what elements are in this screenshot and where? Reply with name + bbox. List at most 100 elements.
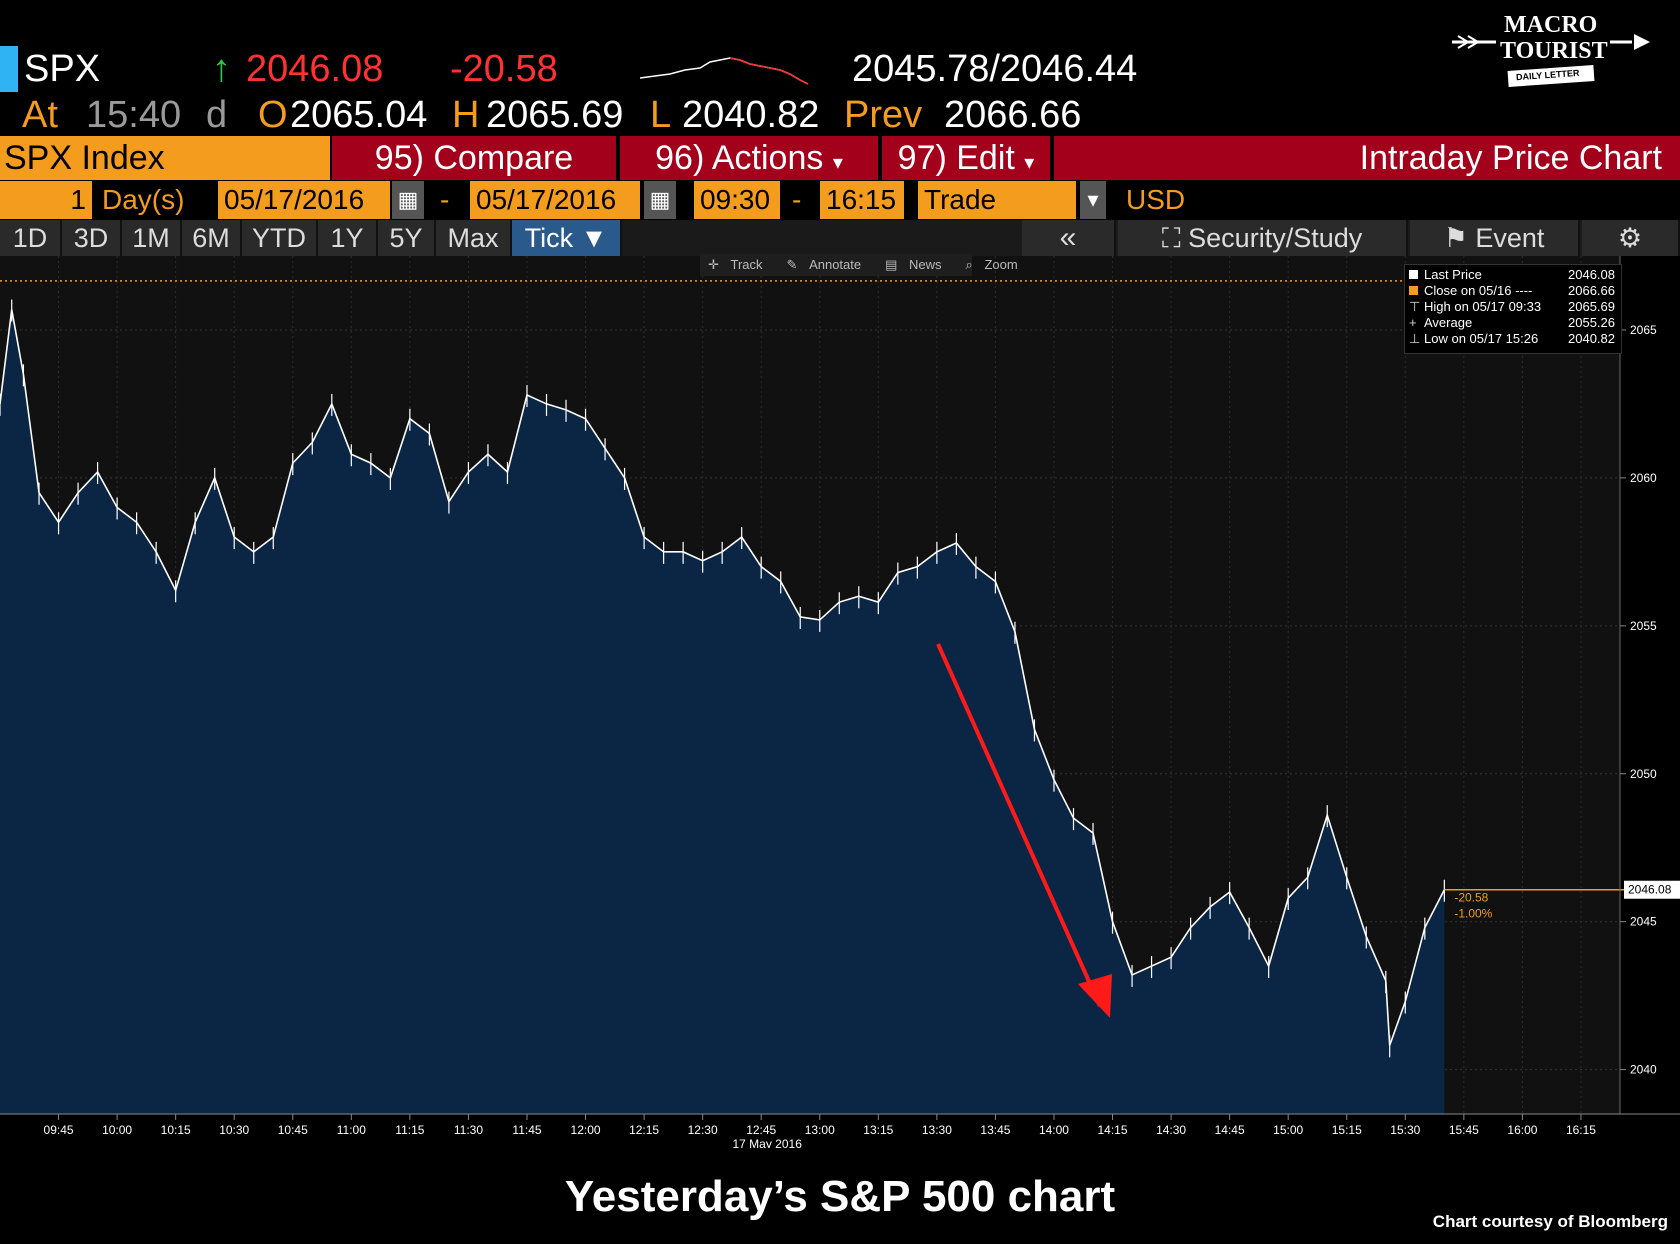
market-select[interactable]: Trade [918,181,1076,219]
y-tick-label: 2060 [1630,471,1657,485]
last-price-label: 2046.08 [1628,883,1672,897]
period-unit-label[interactable]: Day(s) [96,181,200,219]
x-tick-label: 10:45 [278,1123,308,1137]
legend-label: High on 05/17 09:33 [1424,299,1542,314]
security-field[interactable]: SPX Index [0,136,330,180]
x-tick-label: 15:15 [1332,1123,1362,1137]
x-axis: 09:45 10:00 10:15 10:30 10:45 11:00 11:15 11:30… [44,1114,1596,1137]
legend-value: 2040.82 [1568,331,1615,346]
chevron-down-icon[interactable]: ▾ [1080,181,1106,219]
sparkline-icon [640,57,809,85]
open-label: O [258,94,288,136]
legend-row: ⊥ Low on 05/17 15:26 2040.82 [1409,331,1615,347]
back-icon[interactable]: « [1022,220,1116,256]
down-arrow-annotation [936,643,1102,1007]
x-tick-label: 12:15 [629,1123,659,1137]
quote-header-row-2: At 15:40 d O 2065.04 H 2065.69 L 2040.82… [0,92,1680,138]
quote-header-row-1: SPX ↑ 2046.08 -20.58 2045.78/2046.44 [0,46,1680,92]
at-label: At [22,94,58,136]
high-marker-icon: ⊤ [1409,299,1421,314]
change-label: -20.58 [1454,891,1488,905]
x-tick-label: 10:15 [161,1123,191,1137]
date-dash: - [434,181,464,219]
y-tick-label: 2045 [1630,915,1657,929]
flag-icon: ⚑ [1443,223,1476,253]
y-axis: 2040 2045 2050 2055 2060 2065 [1619,256,1680,1114]
legend-label: Low on 05/17 15:26 [1424,331,1539,346]
legend-label: Last Price [1424,267,1482,282]
news-label: News [909,257,942,272]
ticker-marker [0,46,18,92]
compare-button[interactable]: 95) Compare [332,136,616,180]
x-tick-label: 15:00 [1273,1123,1303,1137]
x-tick-label: 13:00 [805,1123,835,1137]
page-title: Intraday Price Chart [1054,136,1680,180]
study-icon: ⛶ [1161,223,1189,253]
arrow-head-icon [1078,974,1112,1018]
x-tick-label: 15:45 [1449,1123,1479,1137]
tab-3d[interactable]: 3D [62,220,122,256]
legend-row: + Average 2055.26 [1409,315,1615,331]
up-arrow-icon: ↑ [212,48,231,90]
tab-ytd[interactable]: YTD [242,220,318,256]
legend-label: Close on 05/16 ---- [1424,283,1533,298]
tab-1y[interactable]: 1Y [318,220,378,256]
chart-legend: Last Price 2046.08 Close on 05/16 ---- 206… [1404,264,1622,354]
x-tick-label: 14:45 [1215,1123,1245,1137]
calendar-icon[interactable]: ▦ [392,181,424,219]
x-tick-label: 16:00 [1507,1123,1537,1137]
last-price-box [1624,880,1680,899]
last-price: 2046.08 [246,48,384,90]
prev-label: Prev [844,94,923,136]
zoom-button[interactable]: ⌕ Zoom [958,257,1034,273]
net-change: -20.58 [450,48,558,90]
end-date-input[interactable]: 05/17/2016 [470,181,640,219]
change-pct-label: -1.00% [1454,907,1492,921]
security-study-label: Security/Study [1188,223,1363,253]
tab-1m[interactable]: 1M [122,220,182,256]
x-tick-label: 13:15 [863,1123,893,1137]
x-tick-label: 09:45 [44,1123,74,1137]
range-tabs-bar: 1D 3D 1M 6M YTD 1Y 5Y Max Tick ▼ « ⛶ Sec… [0,220,1680,256]
logo-arrow-icon [1452,12,1650,87]
tab-1d[interactable]: 1D [0,220,62,256]
prev-value: 2066.66 [944,94,1082,136]
x-tick-label: 14:30 [1156,1123,1186,1137]
x-tick-label: 11:30 [454,1123,483,1137]
tab-6m[interactable]: 6M [182,220,242,256]
legend-label: Average [1424,315,1473,330]
news-button[interactable]: ▤ News [877,257,957,273]
zoom-label: Zoom [984,257,1018,272]
average-marker-icon: + [1409,315,1417,330]
macro-tourist-logo: MACRO TOURIST DAILY LETTER [1452,8,1662,90]
y-tick-label: 2040 [1630,1063,1657,1077]
calendar-icon[interactable]: ▦ [644,181,676,219]
y-tick-label: 2050 [1630,767,1657,781]
tab-5y[interactable]: 5Y [378,220,436,256]
period-count-input[interactable]: 1 [0,181,92,219]
start-time-input[interactable]: 09:30 [694,181,780,219]
low-label: L [650,94,672,136]
credit: Chart courtesy of Bloomberg [1432,1212,1668,1231]
chart-toolbar: ✛ Track ✎ Annotate ▤ News ⌕ Zoom [700,254,1018,276]
event-button[interactable]: ⚑ Event [1410,220,1580,256]
legend-swatch [1409,286,1418,295]
y-tick-label: 2065 [1630,323,1657,337]
tab-tick[interactable]: Tick ▼ [512,220,622,256]
edit-menu[interactable]: 97) Edit ▾ [882,136,1050,180]
actions-menu[interactable]: 96) Actions ▾ [620,136,878,180]
tab-max[interactable]: Max [436,220,512,256]
logo-text-2: TOURIST [1500,38,1608,64]
end-time-input[interactable]: 16:15 [820,181,904,219]
start-date-input[interactable]: 05/17/2016 [218,181,390,219]
currency-label[interactable]: USD [1120,181,1200,219]
chevron-down-icon: ▾ [832,152,843,174]
intraday-chart[interactable]: 2040 2045 2050 2055 2060 2065 09:45 10:00 10:15… [0,256,1680,1148]
annotate-button[interactable]: ✎ Annotate [779,257,878,273]
x-tick-label: 14:15 [1098,1123,1128,1137]
security-study-button[interactable]: ⛶ Security/Study [1118,220,1408,256]
track-button[interactable]: ✛ Track [700,257,779,273]
gear-icon[interactable]: ⚙ [1582,220,1680,256]
x-tick-label: 12:00 [571,1123,601,1137]
high-value: 2065.69 [486,94,624,136]
